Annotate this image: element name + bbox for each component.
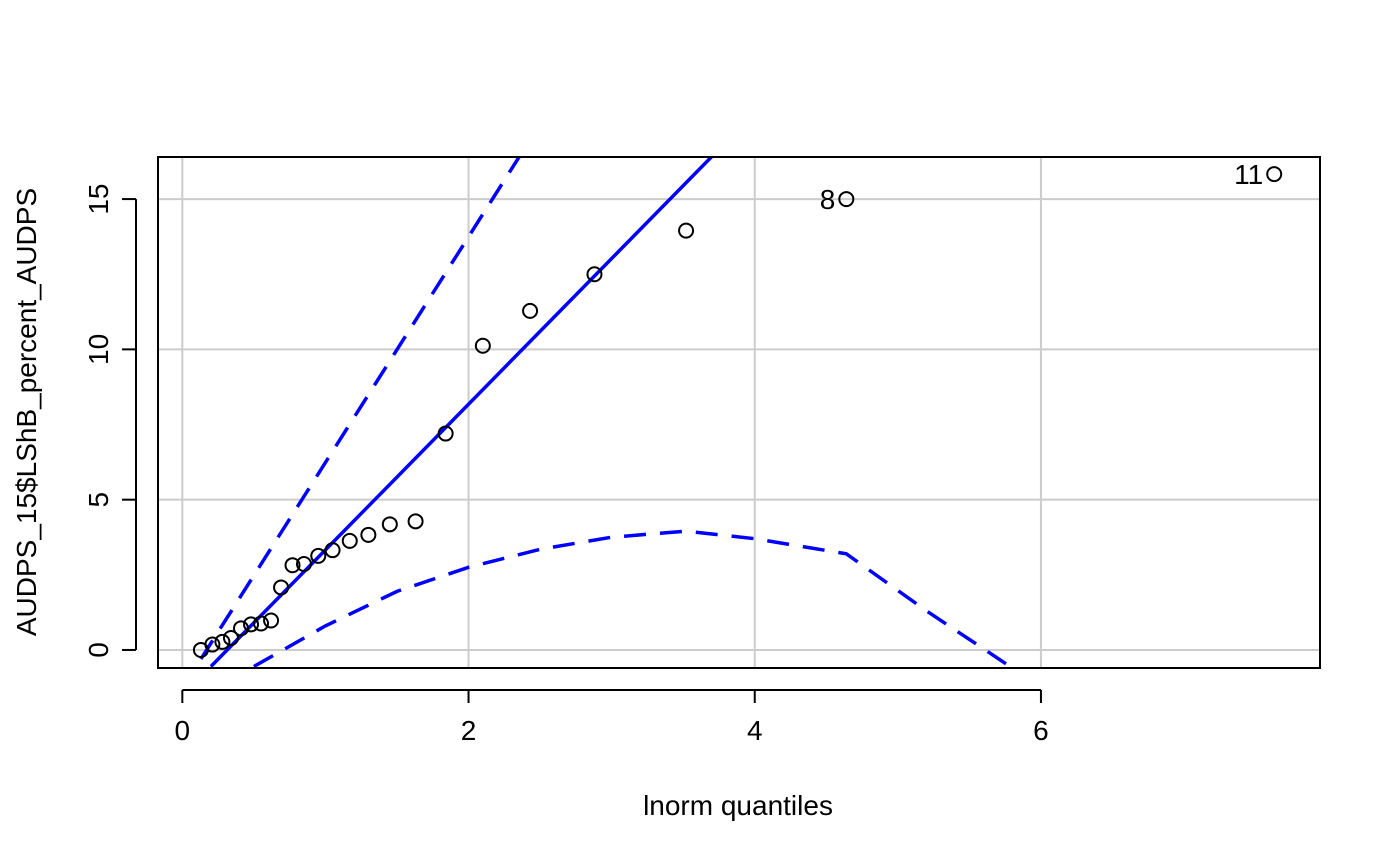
data-point xyxy=(1266,166,1283,183)
data-point xyxy=(586,266,603,283)
x-tick-label: 4 xyxy=(747,715,763,746)
data-point xyxy=(310,547,327,564)
data-point xyxy=(204,636,221,653)
y-tick-label: 5 xyxy=(83,492,114,508)
data-point xyxy=(381,516,398,533)
point-labels: 8 11 xyxy=(820,159,1263,215)
point-label: 8 xyxy=(820,184,836,215)
data-point xyxy=(522,302,539,319)
reference-lines xyxy=(199,157,1014,668)
data-point xyxy=(407,513,424,530)
point-label: 11 xyxy=(1234,159,1263,190)
data-point xyxy=(284,557,301,574)
data-point xyxy=(341,532,358,549)
confidence-band-lower xyxy=(253,529,1014,668)
data-point xyxy=(324,542,341,559)
data-point xyxy=(838,191,855,208)
y-tick-label: 15 xyxy=(83,184,114,215)
data-point xyxy=(243,616,260,633)
x-axis-label: lnorm quantiles xyxy=(643,790,833,821)
data-point xyxy=(263,612,280,629)
grid-lines xyxy=(158,157,1320,668)
data-point xyxy=(253,615,270,632)
data-point xyxy=(222,629,239,646)
plot-frame xyxy=(157,156,1321,669)
x-tick-label: 2 xyxy=(461,715,477,746)
data-point xyxy=(678,222,695,239)
data-point xyxy=(360,526,377,543)
data-point xyxy=(233,620,249,637)
data-point xyxy=(295,555,312,572)
confidence-band-upper xyxy=(199,157,522,660)
data-points xyxy=(192,166,1283,658)
reference-line xyxy=(209,157,714,668)
data-point xyxy=(437,425,454,442)
axes: 0 2 4 6 0 5 10 15 xyxy=(83,184,1049,746)
y-tick-label: 10 xyxy=(83,334,114,365)
x-tick-label: 6 xyxy=(1033,715,1049,746)
data-point xyxy=(214,633,231,650)
data-point xyxy=(474,337,491,354)
data-point xyxy=(273,579,290,596)
y-axis-label: AUDPS_15$LShB_percent_AUDPS xyxy=(11,188,42,636)
y-tick-label: 0 xyxy=(83,642,114,658)
x-tick-label: 0 xyxy=(175,715,191,746)
